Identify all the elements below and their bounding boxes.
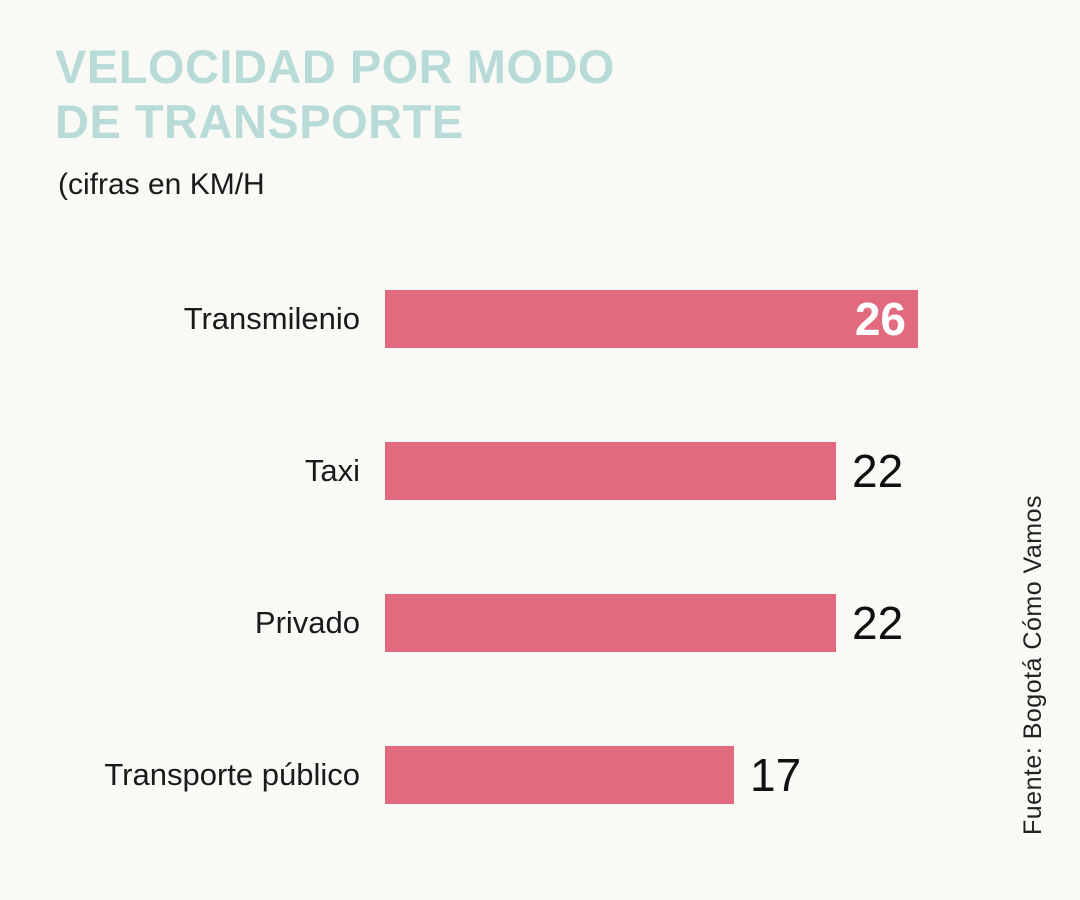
bar	[385, 746, 734, 804]
bar-value: 17	[750, 749, 802, 801]
page-title-line-1: VELOCIDAD POR MODO	[55, 40, 615, 93]
bar-value: 22	[852, 597, 904, 649]
page-title: VELOCIDAD POR MODO DE TRANSPORTE	[55, 40, 615, 150]
bar	[385, 594, 836, 652]
bar-value: 22	[852, 445, 904, 497]
chart-row: Privado 22	[0, 594, 1000, 652]
bar	[385, 442, 836, 500]
chart-row: Transporte público 17	[0, 746, 1000, 804]
page-title-line-2: DE TRANSPORTE	[55, 94, 464, 148]
chart-row: Transmilenio 26	[0, 290, 1000, 348]
bar-value: 26	[854, 293, 906, 345]
bar-label: Transmilenio	[183, 301, 360, 336]
source-caption: Fuente: Bogotá Cómo Vamos	[1019, 495, 1047, 835]
bar: 26	[385, 290, 918, 348]
bar-chart: Transmilenio 26 Taxi 22 Privado 22 Transporte …	[0, 290, 1000, 898]
bar-label: Privado	[254, 605, 360, 640]
chart-row: Taxi 22	[0, 442, 1000, 500]
chart-subtitle: (cifras en KM/H	[58, 168, 265, 201]
bar-label: Taxi	[304, 453, 360, 488]
bar-label: Transporte público	[104, 757, 360, 792]
